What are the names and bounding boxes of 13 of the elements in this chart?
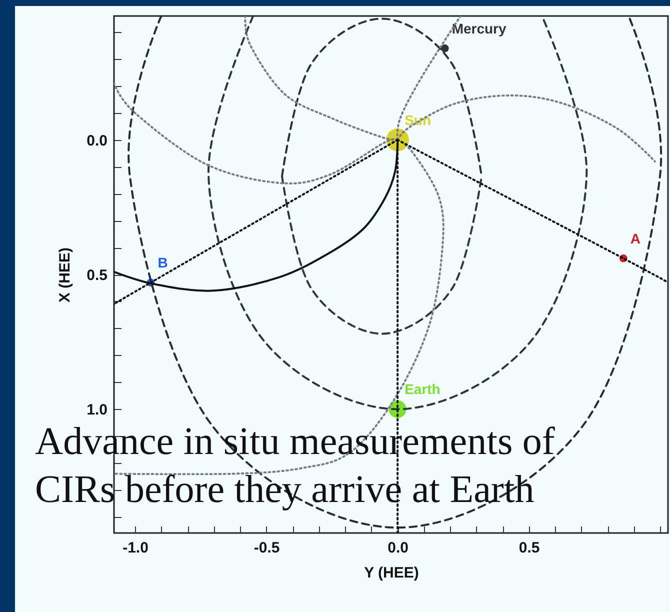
x-tick-label: 0.5 bbox=[518, 540, 540, 556]
x-tick-label: -0.5 bbox=[254, 540, 280, 556]
y-tick-label: 1.0 bbox=[86, 402, 108, 419]
series-label: B bbox=[158, 254, 168, 271]
y-tick-label: 0.0 bbox=[86, 132, 108, 150]
x-tick-label: -1.0 bbox=[122, 540, 148, 556]
series-label: Earth bbox=[404, 381, 440, 398]
x-axis-title: Y (HEE) bbox=[364, 564, 419, 582]
y-tick-label: 0.5 bbox=[86, 267, 108, 284]
x-tick-label: 0.0 bbox=[388, 540, 408, 556]
series-label: Mercury bbox=[452, 20, 507, 36]
y-axis-title: X (HEE) bbox=[56, 247, 74, 303]
series-label: A bbox=[630, 230, 640, 246]
